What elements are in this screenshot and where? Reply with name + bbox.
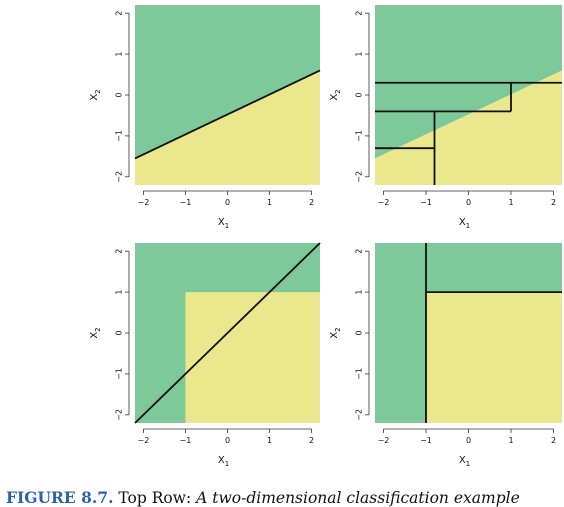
x-axis-label: X1 — [218, 455, 229, 468]
decision-boundary-0 — [134, 69, 321, 160]
x-axis-label: X1 — [459, 455, 470, 468]
x-tick-label: 0 — [225, 436, 230, 445]
x-tick-label: 1 — [267, 436, 272, 445]
x-tick-label: −1 — [180, 198, 192, 207]
figure-caption: FIGURE 8.7. Top Row: A two-dimensional c… — [6, 488, 564, 507]
region-yellow-1 — [135, 70, 320, 185]
classification-figure: −2 −1 0 1 2 −2 −1 0 1 2 X1 X2 −2 −1 0 1 2 −2 −1 0 1 2 X1 X2 −2 −1… — [89, 5, 562, 468]
y-tick-label: 0 — [115, 330, 124, 335]
y-axis-label: X2 — [329, 327, 342, 338]
x-axis-label: X1 — [218, 217, 229, 230]
y-tick-label: 0 — [355, 330, 364, 335]
y-tick-label: −1 — [355, 368, 364, 380]
y-tick-label: −2 — [355, 409, 364, 421]
y-tick-label: 2 — [355, 249, 364, 254]
figure-label: FIGURE 8.7. — [6, 488, 114, 507]
y-tick-label: 2 — [355, 11, 364, 16]
y-tick-label: 2 — [115, 11, 124, 16]
x-tick-label: 0 — [225, 198, 230, 207]
x-tick-label: 2 — [309, 436, 314, 445]
x-tick-label: 2 — [309, 198, 314, 207]
y-tick-label: 2 — [115, 249, 124, 254]
x-tick-label: −1 — [420, 436, 432, 445]
panel-top-right: −2 −1 0 1 2 −2 −1 0 1 2 X1 X2 — [329, 5, 562, 230]
x-tick-label: −2 — [378, 198, 390, 207]
y-tick-label: 1 — [355, 52, 364, 57]
y-tick-label: −2 — [115, 171, 124, 183]
y-tick-label: −1 — [355, 130, 364, 142]
y-tick-label: −1 — [115, 368, 124, 380]
y-tick-label: −1 — [115, 130, 124, 142]
x-tick-label: 2 — [551, 198, 556, 207]
region-yellow-1 — [375, 70, 562, 185]
x-tick-label: 0 — [466, 436, 471, 445]
x-tick-label: 1 — [508, 436, 513, 445]
y-tick-label: −2 — [355, 171, 364, 183]
region-green-0 — [135, 5, 320, 159]
y-tick-label: 0 — [355, 92, 364, 97]
x-tick-label: 0 — [466, 198, 471, 207]
panel-bottom-right: −2 −1 0 1 2 −2 −1 0 1 2 X1 X2 — [329, 243, 562, 468]
region-yellow-1 — [426, 292, 562, 423]
x-axis-label: X1 — [459, 217, 470, 230]
x-tick-label: −1 — [180, 436, 192, 445]
y-tick-label: −2 — [115, 409, 124, 421]
region-yellow-1 — [185, 292, 320, 423]
panel-top-left: −2 −1 0 1 2 −2 −1 0 1 2 X1 X2 — [89, 5, 321, 230]
x-tick-label: 1 — [508, 198, 513, 207]
y-tick-label: 1 — [115, 290, 124, 295]
y-tick-label: 0 — [115, 92, 124, 97]
x-tick-label: −2 — [138, 198, 150, 207]
panel-bottom-left: −2 −1 0 1 2 −2 −1 0 1 2 X1 X2 — [89, 242, 321, 468]
region-green-0 — [375, 5, 562, 159]
caption-body: A two-dimensional classification example — [196, 489, 520, 507]
decision-boundary-0 — [134, 242, 321, 424]
y-axis-label: X2 — [89, 89, 102, 100]
x-tick-label: 1 — [267, 198, 272, 207]
caption-lead: Top Row: — [113, 489, 197, 507]
y-axis-label: X2 — [89, 327, 102, 338]
y-tick-label: 1 — [115, 52, 124, 57]
x-tick-label: 2 — [551, 436, 556, 445]
x-tick-label: −2 — [378, 436, 390, 445]
y-tick-label: 1 — [355, 290, 364, 295]
x-tick-label: −1 — [420, 198, 432, 207]
x-tick-label: −2 — [138, 436, 150, 445]
y-axis-label: X2 — [329, 89, 342, 100]
